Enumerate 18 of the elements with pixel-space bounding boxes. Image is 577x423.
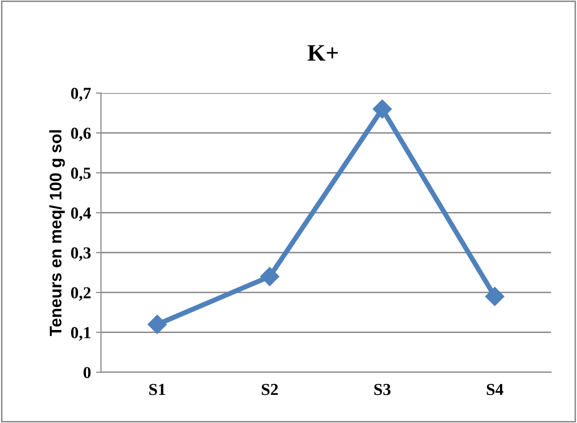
point — [260, 266, 280, 286]
point — [485, 286, 504, 306]
y-tick-label: 0,6 — [71, 128, 91, 142]
x-tick-label: S3 — [374, 384, 390, 396]
y-tick-label: 0 — [84, 366, 91, 378]
y-tick-label: 0,4 — [71, 207, 91, 222]
x-tick-label: S1 — [149, 384, 166, 396]
y-axis-title: Teneurs en meq/ 100 g sol — [49, 130, 65, 336]
x-tick-label: S4 — [486, 384, 504, 396]
x-tick-label: S2 — [262, 384, 278, 396]
point — [148, 314, 167, 334]
y-tick-label: 0,7 — [71, 88, 91, 102]
y-tick-label: 0,5 — [71, 168, 91, 182]
y-tick-label: 0,1 — [71, 327, 90, 341]
chart-title: K+ — [308, 45, 338, 61]
y-tick-label: 0,2 — [71, 287, 91, 301]
y-tick-label: 0,3 — [71, 247, 91, 261]
point — [372, 99, 392, 119]
